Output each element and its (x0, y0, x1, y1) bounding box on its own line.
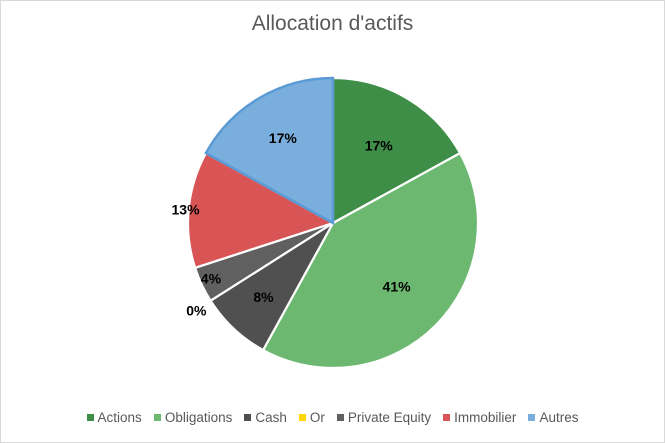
legend-label: Immobilier (454, 410, 517, 425)
data-label-private-equity: 4% (201, 271, 222, 287)
legend-label: Or (309, 410, 325, 425)
legend-swatch (153, 414, 161, 421)
legend-swatch (244, 414, 252, 421)
slice-obligations[interactable] (261, 151, 480, 370)
legend-swatch (298, 414, 306, 421)
legend: Actions Obligations Cash Or Private Equity Im… (0, 410, 665, 425)
legend-label: Obligations (164, 410, 233, 425)
slice-immobilier[interactable] (186, 151, 336, 270)
legend-label: Private Equity (347, 410, 432, 425)
data-label-actions: 17% (365, 138, 394, 154)
legend-swatch (86, 414, 94, 421)
data-label-or: 0% (186, 302, 207, 318)
data-label-immobilier: 13% (172, 202, 201, 218)
slice-autres[interactable] (204, 76, 335, 226)
legend-label: Autres (539, 410, 579, 425)
legend-entry-or[interactable]: Or (298, 410, 325, 425)
legend-entry-cash[interactable]: Cash (244, 410, 287, 425)
legend-label: Actions (97, 410, 142, 425)
data-label-cash: 8% (253, 289, 274, 305)
legend-entry-obligations[interactable]: Obligations (153, 410, 233, 425)
legend-swatch (336, 414, 344, 421)
slice-actions[interactable] (331, 76, 462, 225)
legend-entry-autres[interactable]: Autres (528, 410, 578, 425)
legend-swatch (443, 414, 451, 421)
data-label-obligations: 41% (383, 279, 412, 295)
legend-swatch (528, 414, 536, 421)
legend-label: Cash (255, 410, 287, 425)
legend-entry-actions[interactable]: Actions (86, 410, 142, 425)
legend-entry-private-equity[interactable]: Private Equity (336, 410, 432, 425)
legend-entry-immobilier[interactable]: Immobilier (443, 410, 516, 425)
chart-title: Allocation d'actifs (251, 12, 414, 35)
data-label-autres: 17% (269, 130, 298, 146)
